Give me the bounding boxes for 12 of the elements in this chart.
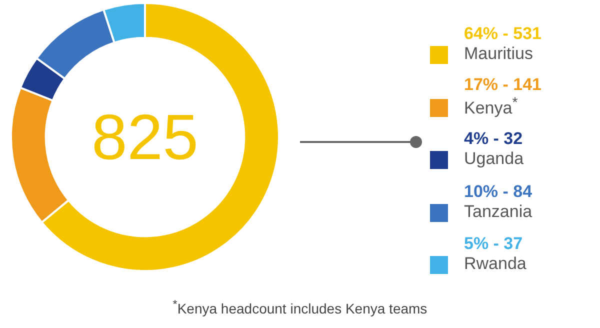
legend-label: Uganda [464, 149, 524, 170]
data-label: 17% - 141 [464, 74, 542, 95]
legend-label: Rwanda [464, 254, 526, 274]
data-label: 5% - 37 [464, 234, 524, 254]
legend-label: Tanzania [464, 202, 532, 222]
text: 825 [90, 100, 200, 175]
data-label: 4% - 32 [464, 129, 524, 150]
legend-label: Mauritius [464, 44, 534, 64]
text: $^{*}$Kenya headcount includes Kenya teams [172, 298, 428, 317]
legend-label: Kenya$^{*}$ [464, 94, 519, 119]
data-label: 64% - 531 [464, 24, 542, 44]
data-label: 10% - 84 [464, 182, 532, 202]
